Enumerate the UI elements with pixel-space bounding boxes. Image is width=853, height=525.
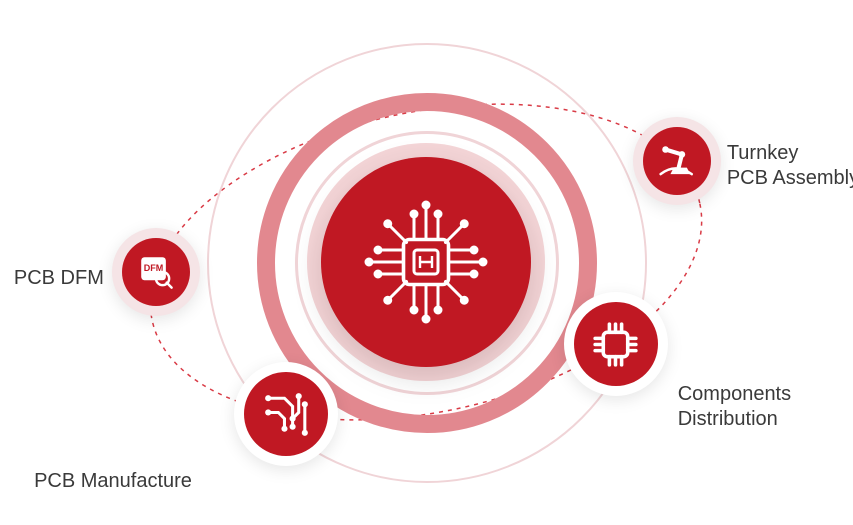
node-dfm-circle (122, 238, 190, 306)
node-components-circle (574, 302, 658, 386)
dfm-icon (133, 249, 179, 295)
label-manufacture: PCB Manufacture (34, 469, 192, 494)
node-manufacture-circle (244, 372, 328, 456)
node-dfm (112, 228, 200, 316)
node-turnkey (633, 117, 721, 205)
node-components (564, 292, 668, 396)
label-turnkey: Turnkey PCB Assembly (727, 141, 853, 191)
chip-icon (587, 316, 644, 373)
robot-arm-icon (654, 138, 700, 184)
label-components: Components Distribution (678, 382, 791, 432)
node-manufacture (234, 362, 338, 466)
label-dfm: PCB DFM (14, 266, 104, 291)
central-hub (321, 157, 531, 367)
diagram-stage: PCB DFM Turnkey PCB Assembly PCB Manufactu… (0, 0, 853, 525)
node-turnkey-circle (643, 127, 711, 195)
traces-icon (258, 386, 315, 443)
